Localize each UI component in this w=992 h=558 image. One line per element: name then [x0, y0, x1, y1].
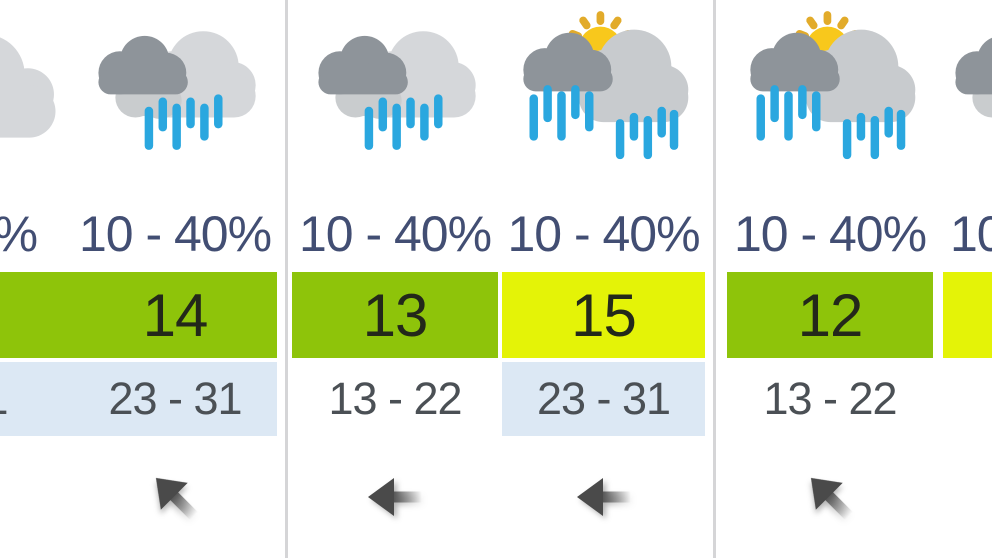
wind-range-cell: 23 - 31 [502, 362, 705, 436]
rain-cloud-icon [303, 5, 488, 190]
sun-rain-cloud-icon [738, 5, 923, 190]
icon-row [716, 0, 992, 195]
temperature-value: 15 [571, 281, 637, 349]
forecast-timeslot-column[interactable] [292, 0, 498, 195]
icon-row [288, 0, 713, 195]
precip-probability-label: 10 - 40% [507, 205, 700, 262]
precipitation-row: 10 - 40% 10 - 40% [288, 195, 713, 272]
forecast-timeslot-column[interactable] [502, 0, 705, 195]
wind-range-value: 23 - 31 [536, 373, 671, 424]
panel-separator [285, 0, 288, 558]
forecast-timeslot-column[interactable] [943, 0, 992, 195]
wind-direction-arrow-icon [798, 465, 862, 529]
temperature-cell: 12 [727, 272, 933, 358]
temperature-row: 13 15 [288, 272, 713, 358]
temperature-cell [943, 272, 992, 358]
temperature-value: 14 [142, 281, 209, 349]
wind-range-value: 23 - 31 [0, 373, 9, 425]
forecast-timeslot-column[interactable] [727, 0, 933, 195]
temperature-row: 12 [716, 272, 992, 358]
wind-direction-row [288, 436, 713, 558]
panel-separator [713, 0, 716, 558]
temperature-cell: 15 [502, 272, 705, 358]
wind-range-value: 23 - 31 [108, 373, 242, 424]
precip-probability-label: 10 - 40% [78, 205, 272, 262]
precip-probability-label: 10 - 40% [0, 205, 38, 263]
wind-direction-arrow-icon [363, 465, 427, 529]
wind-range-value: 13 - 22 [763, 373, 897, 424]
precip-probability-label: 10 - 40% [733, 205, 927, 262]
precipitation-row: 10 - 40% 10 - 40% [0, 195, 285, 272]
forecast-timeslot-column[interactable] [0, 0, 55, 195]
cloud-icon [0, 5, 55, 190]
temperature-value: 12 [797, 281, 864, 349]
forecast-day-panel-3: 10 - 40% 10 - 40% 12 13 - 22 7 - 12 [716, 0, 992, 558]
wind-range-value: 13 - 22 [328, 373, 462, 424]
wind-direction-row [0, 436, 285, 558]
sun-rain-cloud-icon [511, 5, 696, 190]
temperature-cell [0, 272, 44, 358]
precipitation-row: 10 - 40% 10 - 40% [716, 195, 992, 272]
precip-probability-label: 10 - 40% [298, 205, 492, 262]
temperature-row: 14 [0, 272, 277, 358]
precip-probability-label: 10 - 40% [949, 205, 992, 262]
wind-range-cell: 23 - 31 [72, 362, 278, 436]
wind-range-cell: 13 - 22 [727, 362, 933, 436]
wind-direction-arrow-icon [143, 465, 207, 529]
rain-cloud-icon [954, 5, 992, 190]
forecast-timeslot-column[interactable] [72, 0, 278, 195]
rain-cloud-icon [83, 5, 268, 190]
icon-row [0, 0, 285, 195]
temperature-cell: 13 [292, 272, 498, 358]
temperature-value: 13 [362, 281, 429, 349]
wind-direction-row [716, 436, 992, 558]
forecast-day-panel-1: 10 - 40% 10 - 40% 14 23 - 31 23 - 31 [0, 0, 285, 558]
temperature-cell: 14 [72, 272, 278, 358]
wind-range-cell: 23 - 31 [0, 362, 44, 436]
wind-row: 23 - 31 23 - 31 [0, 362, 277, 436]
forecast-day-panel-2: 10 - 40% 10 - 40% 13 15 13 - 22 23 - 31 [288, 0, 713, 558]
wind-range-cell: 13 - 22 [292, 362, 498, 436]
wind-row: 13 - 22 7 - 12 [716, 362, 992, 436]
wind-row: 13 - 22 23 - 31 [288, 362, 713, 436]
wind-direction-arrow-icon [572, 465, 636, 529]
wind-range-cell: 7 - 12 [943, 362, 992, 436]
